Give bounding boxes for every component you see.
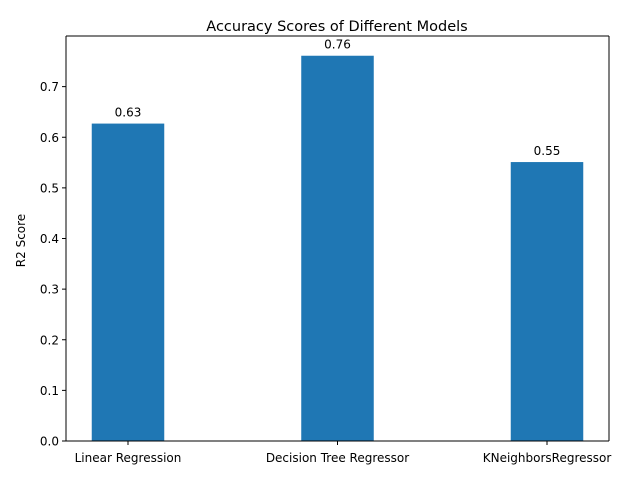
x-tick-label: Linear Regression: [75, 451, 182, 465]
chart-title: Accuracy Scores of Different Models: [206, 19, 467, 35]
data-label: 0.63: [115, 106, 142, 120]
data-label: 0.55: [534, 144, 561, 158]
x-tick-label: KNeighborsRegressor: [483, 451, 612, 465]
y-axis-label: R2 Score: [14, 214, 28, 267]
y-tick-label: 0.0: [40, 435, 59, 449]
bar: [301, 55, 374, 442]
data-label: 0.76: [324, 38, 351, 52]
plot-area: 0.63 0.76 0.55 0.0 0.1 0.2 0.3 0.4 0.5 0.6 0.7 Line…: [40, 35, 612, 465]
y-tick-label: 0.5: [40, 181, 59, 195]
y-tick-label: 0.6: [40, 131, 59, 145]
y-tick-label: 0.3: [40, 283, 59, 297]
y-tick-label: 0.1: [40, 384, 59, 398]
bar: [510, 162, 584, 441]
x-tick-label: Decision Tree Regressor: [266, 451, 409, 465]
y-tick-label: 0.7: [40, 80, 59, 94]
y-tick-label: 0.4: [40, 232, 59, 246]
bar: [91, 123, 165, 441]
y-tick-label: 0.2: [40, 333, 59, 347]
